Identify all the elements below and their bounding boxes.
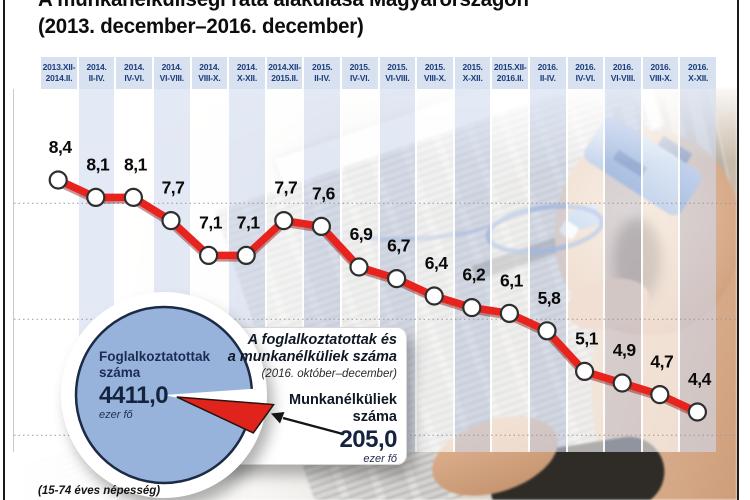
x-axis-label: 2015. IV-VI. — [340, 57, 378, 89]
column-stripe — [528, 89, 566, 452]
x-axis-label: 2015. X-XII. — [452, 57, 491, 89]
x-axis-label: 2015. II-IV. — [302, 57, 340, 89]
x-axis-label: 2016. VIII-X. — [640, 57, 679, 89]
column-stripe — [603, 89, 641, 452]
right-margin — [739, 0, 750, 500]
employed-label: Foglalkoztatottak száma — [99, 349, 211, 380]
x-axis-label: 2015. VIII-X. — [415, 57, 453, 89]
x-axis-label: 2014.XII- 2015.II. — [264, 57, 303, 89]
column-stripe — [415, 89, 453, 452]
right-border — [737, 0, 739, 500]
x-axis-label: 2013.XII- 2014.II. — [39, 57, 77, 89]
unemployed-block: A foglalkoztatottak és a munkanélküliek … — [197, 332, 398, 466]
employed-block: Foglalkoztatottak száma 4411,0 ezer fő — [99, 349, 210, 422]
column-stripe — [678, 89, 716, 452]
x-axis-label: 2016. II-IV. — [528, 57, 566, 89]
x-axis-label: 2016. VI-VIII. — [603, 57, 641, 89]
employed-value: 4411,0 — [99, 382, 169, 409]
x-axis-label: 2016. IV-VI. — [565, 57, 604, 89]
page-title-line2: (2013. december–2016. december) — [38, 14, 364, 38]
column-stripe — [490, 89, 528, 452]
unemployed-label: Munkanélküliek száma — [289, 392, 397, 425]
x-axis-label: 2015. VI-VIII. — [377, 57, 416, 89]
column-stripe — [452, 89, 491, 452]
page-title: A munkanélküliségi ráta alakulása Magyar… — [38, 0, 529, 40]
x-axis-label: 2015.XII- 2016.II. — [490, 57, 528, 89]
inset-title: A foglalkoztatottak és a munkanélküliek … — [227, 332, 397, 365]
x-axis-label: 2014. VIII-X. — [189, 57, 228, 89]
x-axis-label: 2014. VI-VIII. — [152, 57, 190, 89]
x-axis-label: 2014. II-IV. — [76, 57, 115, 89]
x-axis-label: 2016. X-XII. — [678, 57, 716, 89]
inset-subtitle: (2016. október–december) — [261, 368, 397, 380]
unemployed-unit: ezer fő — [363, 453, 397, 465]
employed-unit: ezer fő — [99, 409, 133, 421]
left-border — [3, 0, 5, 500]
x-axis-label: 2014. X-XII. — [227, 57, 265, 89]
column-stripe — [640, 89, 679, 452]
column-stripe — [565, 89, 604, 452]
unemployed-value: 205,0 — [339, 426, 397, 453]
x-axis-label: 2014. IV-VI. — [114, 57, 152, 89]
footnote: (15-74 éves népesség) — [38, 485, 161, 497]
page-title-line1: A munkanélküliségi ráta alakulása Magyar… — [38, 0, 529, 13]
